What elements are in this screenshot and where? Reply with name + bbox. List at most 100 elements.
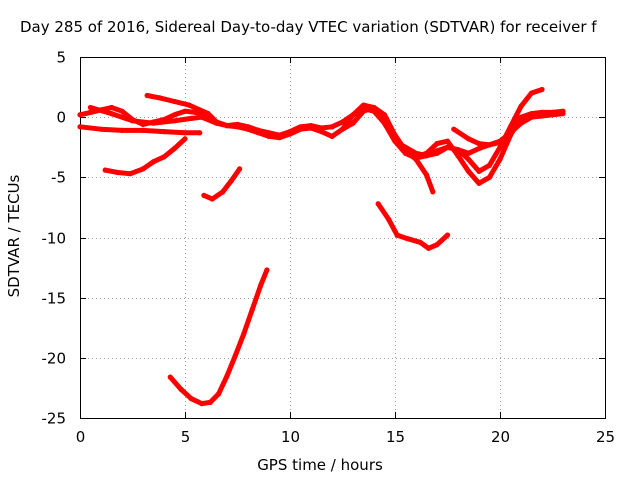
data-point bbox=[434, 141, 440, 147]
data-point bbox=[140, 127, 146, 133]
data-point bbox=[308, 125, 314, 131]
data-point bbox=[297, 126, 304, 132]
data-point bbox=[213, 119, 220, 125]
data-point bbox=[329, 133, 335, 139]
data-point bbox=[560, 111, 566, 117]
data-point bbox=[465, 136, 472, 142]
data-point bbox=[539, 113, 545, 119]
data-point bbox=[465, 150, 472, 156]
data-point bbox=[350, 120, 356, 126]
data-point bbox=[381, 120, 388, 126]
data-point bbox=[127, 171, 133, 177]
y-tick-label: -20 bbox=[42, 350, 67, 368]
plot-frame bbox=[80, 57, 606, 419]
data-point bbox=[518, 103, 524, 109]
data-point bbox=[394, 232, 400, 238]
data-point bbox=[77, 124, 83, 130]
data-point bbox=[465, 168, 472, 174]
data-point bbox=[171, 112, 178, 118]
data-point bbox=[434, 242, 440, 248]
data-point bbox=[392, 132, 398, 138]
data-point bbox=[430, 189, 436, 195]
data-track-9 bbox=[201, 166, 243, 202]
data-point bbox=[150, 159, 157, 165]
data-point bbox=[402, 148, 409, 154]
data-point bbox=[249, 307, 255, 313]
x-tick-label: 5 bbox=[181, 428, 191, 446]
data-point bbox=[423, 172, 430, 178]
data-point bbox=[476, 141, 482, 147]
data-point bbox=[157, 95, 163, 101]
data-point bbox=[144, 92, 150, 99]
data-point bbox=[360, 102, 367, 108]
data-point bbox=[186, 102, 192, 108]
data-point bbox=[417, 239, 423, 245]
data-point bbox=[255, 130, 262, 136]
data-point bbox=[87, 104, 94, 111]
data-point bbox=[451, 126, 457, 132]
data-point bbox=[423, 150, 430, 156]
data-point bbox=[497, 156, 503, 162]
data-point bbox=[171, 98, 178, 105]
data-point bbox=[350, 112, 356, 118]
axis-ticks: 0 5 10 15 20 25 5 0 -5 -10 -15 -20 -25 bbox=[42, 49, 616, 447]
x-tick-label: 10 bbox=[281, 428, 300, 446]
data-point bbox=[264, 267, 270, 273]
data-point bbox=[216, 391, 222, 397]
data-point bbox=[360, 108, 367, 114]
data-point bbox=[507, 130, 514, 136]
data-point bbox=[426, 245, 432, 251]
data-point bbox=[188, 396, 194, 402]
y-tick-label: -10 bbox=[42, 230, 67, 248]
x-tick-label: 15 bbox=[386, 428, 405, 446]
data-point bbox=[518, 114, 524, 120]
data-point bbox=[371, 104, 377, 111]
chart-title: Day 285 of 2016, Sidereal Day-to-day VTE… bbox=[20, 18, 597, 36]
data-point bbox=[201, 192, 207, 198]
data-point bbox=[228, 178, 234, 184]
data-point bbox=[232, 352, 238, 358]
data-point bbox=[497, 144, 503, 150]
data-track-6 bbox=[382, 120, 436, 195]
data-point bbox=[444, 232, 451, 238]
data-point bbox=[381, 112, 388, 118]
data-point bbox=[234, 124, 241, 130]
data-point bbox=[207, 399, 213, 405]
data-point bbox=[549, 112, 556, 118]
data-point bbox=[119, 127, 125, 133]
data-point bbox=[150, 120, 157, 126]
data-point bbox=[129, 118, 136, 124]
data-point bbox=[287, 131, 293, 137]
data-point bbox=[318, 129, 325, 135]
data-point bbox=[266, 133, 272, 139]
data-point bbox=[182, 108, 188, 114]
data-point bbox=[102, 167, 108, 173]
data-point bbox=[197, 130, 203, 136]
data-point bbox=[413, 156, 419, 162]
data-series bbox=[77, 86, 566, 407]
y-tick-label: 5 bbox=[56, 49, 66, 67]
data-point bbox=[167, 374, 173, 380]
data-point bbox=[329, 124, 335, 130]
data-point bbox=[140, 166, 146, 172]
data-point bbox=[258, 283, 264, 289]
data-point bbox=[497, 138, 503, 144]
data-track-11 bbox=[167, 267, 270, 407]
data-point bbox=[434, 150, 440, 156]
x-tick-label: 0 bbox=[76, 428, 86, 446]
data-point bbox=[199, 114, 205, 120]
data-point bbox=[444, 138, 451, 144]
data-point bbox=[188, 115, 194, 121]
data-point bbox=[386, 216, 392, 222]
data-point bbox=[182, 130, 188, 136]
data-track-2 bbox=[77, 124, 203, 136]
x-axis-label: GPS time / hours bbox=[257, 456, 383, 474]
data-point bbox=[199, 401, 205, 407]
data-point bbox=[405, 236, 411, 242]
data-point bbox=[245, 126, 251, 132]
data-point bbox=[171, 145, 178, 152]
data-track-10 bbox=[375, 201, 450, 251]
data-point bbox=[476, 145, 482, 152]
data-point bbox=[486, 162, 493, 168]
